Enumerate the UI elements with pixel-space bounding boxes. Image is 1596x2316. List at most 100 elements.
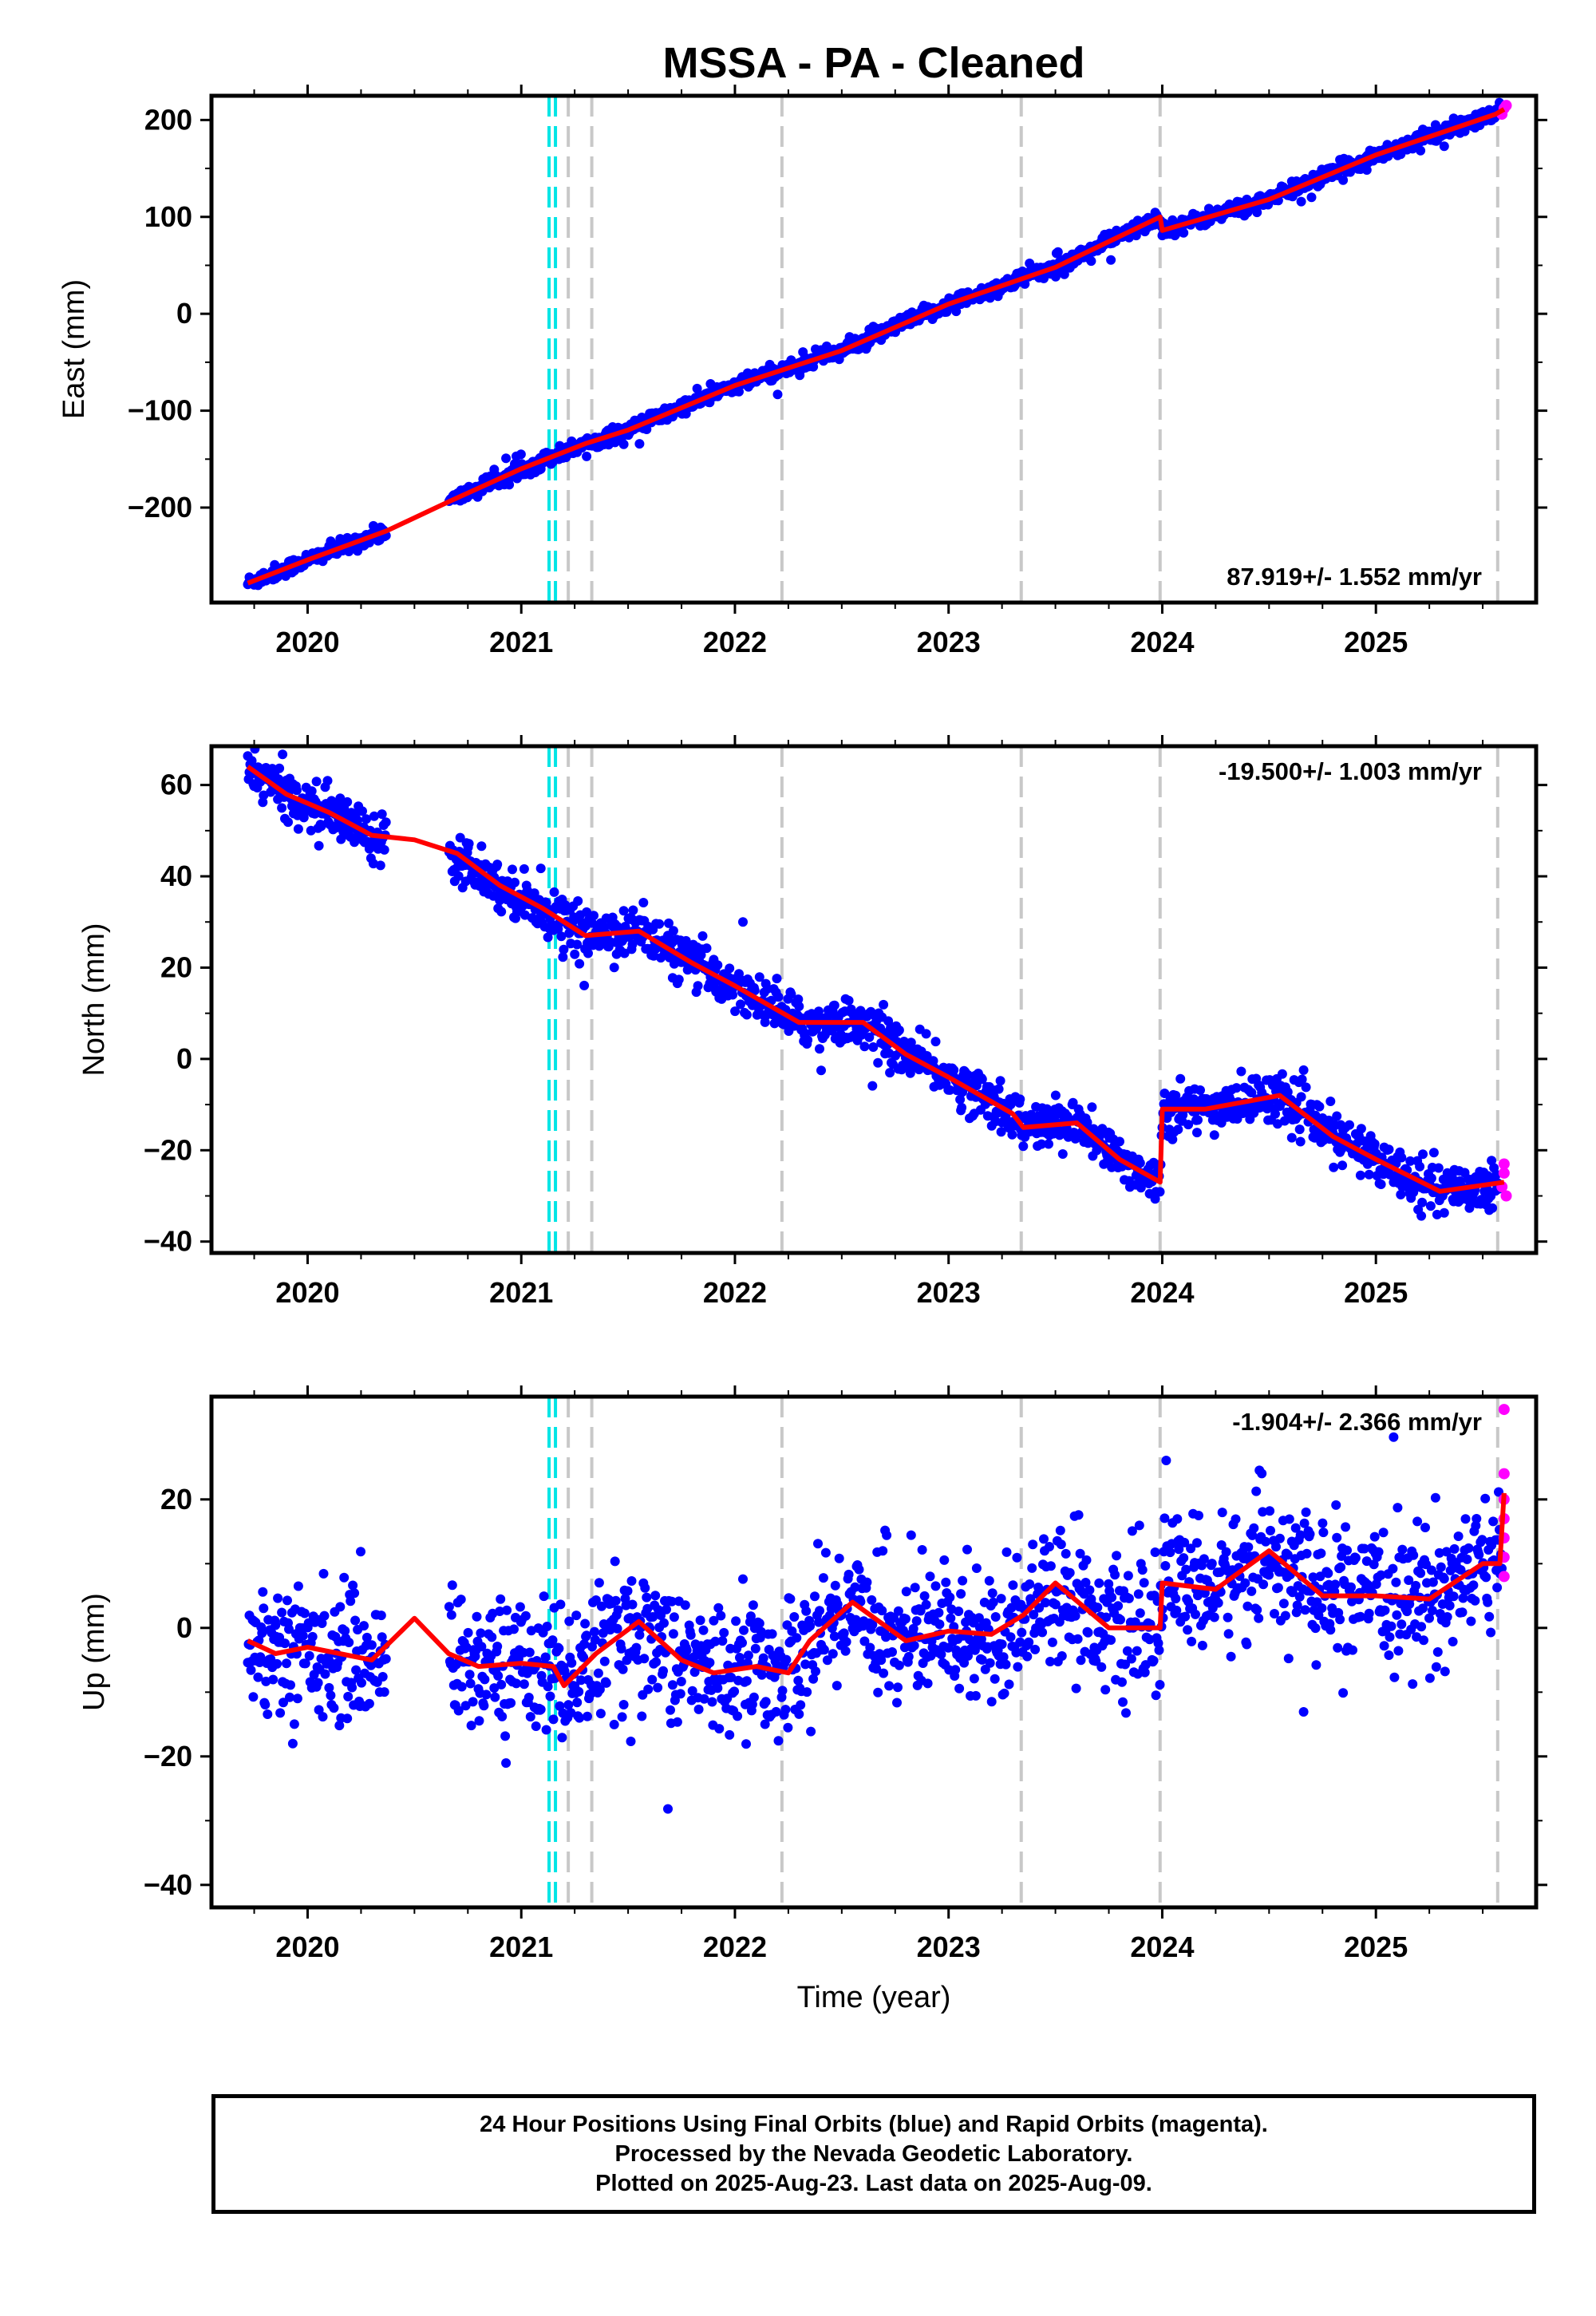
final-orbit-point — [1314, 1611, 1324, 1620]
final-orbit-point — [317, 1618, 327, 1628]
final-orbit-point — [1044, 1139, 1053, 1149]
final-orbit-point — [710, 1636, 721, 1646]
final-orbit-point — [274, 774, 284, 785]
final-orbit-point — [867, 1081, 878, 1091]
final-orbit-point — [1112, 1551, 1122, 1561]
final-orbit-point — [1456, 1565, 1466, 1575]
final-orbit-point — [559, 944, 569, 954]
final-orbit-point — [563, 1700, 574, 1710]
final-orbit-point — [1396, 1189, 1406, 1199]
final-orbit-point — [1025, 259, 1035, 268]
final-orbit-point — [322, 776, 333, 786]
footer-line-processed: Processed by the Nevada Geodetic Laborat… — [614, 2140, 1133, 2167]
final-orbit-point — [545, 1691, 555, 1701]
final-orbit-point — [1317, 1518, 1328, 1528]
final-orbit-point — [515, 1602, 525, 1612]
final-orbit-point — [1330, 1579, 1341, 1590]
final-orbit-point — [640, 1583, 650, 1593]
final-orbit-point — [1388, 1563, 1398, 1574]
final-orbit-point — [1397, 1544, 1408, 1555]
final-orbit-point — [867, 1619, 878, 1630]
final-orbit-point — [260, 1700, 271, 1709]
final-orbit-point — [667, 1680, 678, 1690]
final-orbit-point — [909, 1640, 919, 1650]
final-orbit-point — [508, 864, 517, 875]
final-orbit-point — [725, 1729, 735, 1740]
final-orbit-point — [1338, 175, 1349, 185]
final-orbit-point — [829, 1000, 839, 1010]
final-orbit-point — [758, 1653, 768, 1663]
final-orbit-point — [1384, 1144, 1394, 1155]
final-orbit-point — [749, 986, 760, 996]
final-orbit-point — [996, 1127, 1006, 1137]
final-orbit-point — [1300, 1605, 1310, 1615]
final-orbit-point — [662, 1604, 671, 1614]
final-orbit-point — [1301, 1507, 1311, 1517]
x-tick-label: 2022 — [703, 626, 767, 658]
final-orbit-point — [794, 1709, 804, 1719]
final-orbit-point — [361, 1632, 372, 1642]
final-orbit-point — [583, 948, 593, 958]
final-orbit-point — [1464, 1543, 1474, 1553]
final-orbit-point — [1466, 1616, 1476, 1626]
x-tick-label: 2025 — [1344, 626, 1408, 658]
final-orbit-point — [258, 797, 268, 808]
final-orbit-point — [1284, 1514, 1294, 1524]
final-orbit-point — [335, 793, 346, 804]
final-orbit-point — [816, 1065, 826, 1076]
final-orbit-point — [666, 1705, 675, 1715]
final-orbit-point — [293, 1581, 303, 1591]
final-orbit-point — [806, 1726, 816, 1737]
final-orbit-point — [549, 887, 559, 897]
final-orbit-point — [803, 1035, 813, 1045]
final-orbit-point — [893, 1606, 903, 1616]
final-orbit-point — [618, 439, 629, 449]
final-orbit-point — [479, 1701, 489, 1711]
final-orbit-point — [590, 1626, 599, 1637]
final-orbit-point — [1257, 1468, 1267, 1479]
final-orbit-point — [1359, 1543, 1369, 1554]
rapid-orbit-point — [1498, 1468, 1510, 1480]
final-orbit-point — [642, 425, 652, 434]
final-orbit-point — [1137, 1565, 1148, 1575]
final-orbit-point — [567, 1658, 577, 1668]
final-orbit-point — [1434, 1547, 1444, 1558]
final-orbit-point — [900, 1614, 911, 1624]
final-orbit-point — [1416, 145, 1426, 156]
final-orbit-point — [1061, 1548, 1071, 1559]
y-tick-label: 0 — [176, 297, 192, 330]
final-orbit-point — [1416, 1622, 1427, 1632]
final-orbit-point — [1100, 1685, 1111, 1695]
final-orbit-point — [813, 1539, 823, 1549]
final-orbit-point — [1056, 1539, 1066, 1550]
final-orbit-point — [1243, 1542, 1254, 1552]
final-orbit-point — [1296, 196, 1306, 207]
final-orbit-point — [741, 1010, 752, 1020]
final-orbit-point — [1448, 1637, 1458, 1646]
final-orbit-point — [820, 1547, 831, 1558]
final-orbit-point — [681, 1645, 692, 1655]
final-orbit-point — [664, 918, 674, 928]
final-orbit-point — [638, 898, 649, 907]
final-orbit-point — [1287, 1587, 1298, 1598]
rapid-orbit-point — [1498, 1571, 1510, 1583]
final-orbit-point — [1179, 1537, 1190, 1547]
final-orbit-point — [1335, 1614, 1345, 1625]
final-orbit-point — [612, 1623, 622, 1634]
final-orbit-point — [285, 1692, 294, 1702]
final-orbit-point — [1012, 1552, 1022, 1563]
final-orbit-point — [977, 1074, 987, 1085]
final-orbit-point — [626, 1576, 637, 1586]
final-orbit-point — [854, 1564, 864, 1575]
final-orbit-point — [594, 1578, 604, 1588]
final-orbit-point — [282, 1658, 291, 1669]
final-orbit-point — [519, 864, 529, 874]
final-orbit-point — [346, 1596, 356, 1607]
final-orbit-point — [1037, 1139, 1047, 1149]
final-orbit-point — [680, 1600, 690, 1611]
y-axis-label: East (mm) — [57, 279, 91, 419]
final-orbit-point — [1045, 1561, 1056, 1571]
x-tick-label: 2025 — [1344, 1276, 1408, 1309]
final-orbit-point — [919, 1591, 930, 1601]
final-orbit-point — [741, 1739, 751, 1749]
